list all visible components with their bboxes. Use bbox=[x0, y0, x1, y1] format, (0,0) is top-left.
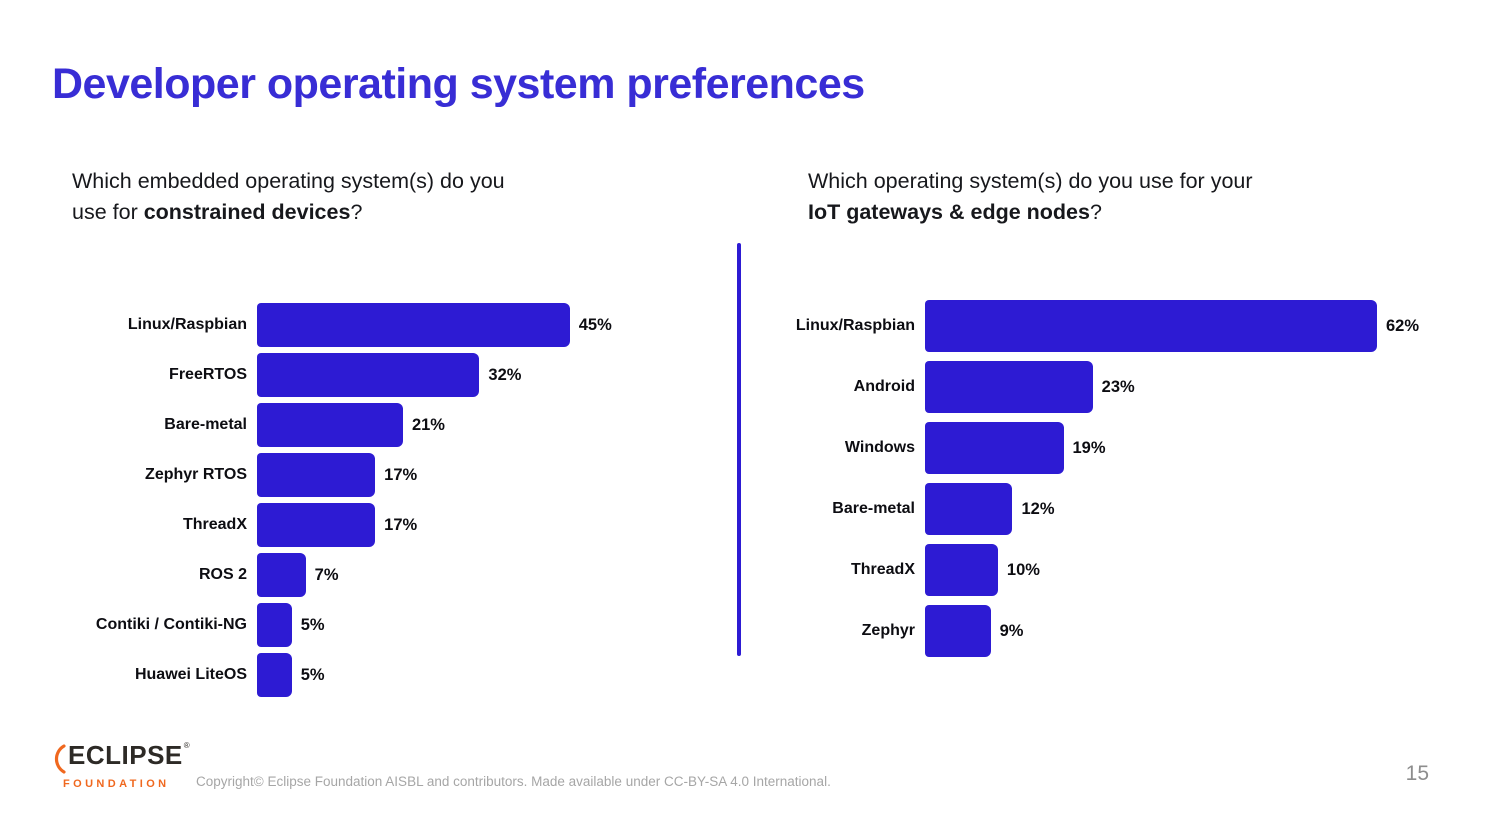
bar-row: Bare-metal 12% bbox=[745, 483, 1419, 535]
chart-divider bbox=[737, 243, 741, 656]
question-line2-bold: IoT gateways & edge nodes bbox=[808, 200, 1090, 224]
bar-label: Windows bbox=[844, 439, 915, 456]
logo-eclipse-text: ECLIPSE bbox=[68, 740, 183, 770]
question-line2-suffix: ? bbox=[1089, 200, 1102, 224]
bar-value: 5% bbox=[300, 615, 325, 634]
bar-value: 19% bbox=[1072, 438, 1106, 457]
bar-row: ROS 2 7% bbox=[72, 553, 612, 597]
bar bbox=[257, 653, 292, 697]
bar bbox=[257, 603, 292, 647]
bar-label: Bare-metal bbox=[164, 416, 247, 433]
question-line1: Which operating system(s) do you use for… bbox=[808, 169, 1253, 193]
bar bbox=[257, 553, 306, 597]
bar-value: 5% bbox=[300, 665, 325, 684]
bar-row: FreeRTOS 32% bbox=[72, 353, 612, 397]
bar-value: 45% bbox=[578, 315, 612, 334]
bar bbox=[257, 303, 570, 347]
question-line2-prefix: use for bbox=[72, 200, 144, 224]
bar bbox=[257, 453, 376, 497]
bar bbox=[257, 403, 403, 447]
bar-label: Zephyr RTOS bbox=[145, 466, 247, 483]
bar-value: 62% bbox=[1385, 316, 1419, 335]
bar-value: 12% bbox=[1021, 499, 1055, 518]
bar-row: Linux/Raspbian 62% bbox=[745, 300, 1419, 352]
question-line1: Which embedded operating system(s) do yo… bbox=[72, 169, 505, 193]
bar-value: 10% bbox=[1006, 560, 1040, 579]
copyright-text: Copyright© Eclipse Foundation AISBL and … bbox=[196, 774, 831, 789]
bar bbox=[925, 300, 1377, 352]
bar-value: 17% bbox=[384, 465, 418, 484]
bar-row: Huawei LiteOS 5% bbox=[72, 653, 612, 697]
logo-foundation-text: FOUNDATION bbox=[63, 778, 170, 790]
question-constrained-devices: Which embedded operating system(s) do yo… bbox=[72, 166, 672, 228]
bar-label: Linux/Raspbian bbox=[127, 316, 247, 333]
bar bbox=[925, 544, 998, 596]
question-line2-suffix: ? bbox=[350, 200, 363, 224]
bar-value: 17% bbox=[384, 515, 418, 534]
bar-row: ThreadX 17% bbox=[72, 503, 612, 547]
bar-value: 32% bbox=[488, 365, 522, 384]
bar-label: Huawei LiteOS bbox=[134, 666, 247, 683]
bar-label: Zephyr bbox=[861, 622, 915, 639]
bar-row: Zephyr RTOS 17% bbox=[72, 453, 612, 497]
bar-row: Linux/Raspbian 45% bbox=[72, 303, 612, 347]
bar bbox=[257, 353, 480, 397]
bar-label: Bare-metal bbox=[832, 500, 915, 517]
bar-row: Bare-metal 21% bbox=[72, 403, 612, 447]
bar-label: Android bbox=[853, 378, 915, 395]
chart-constrained-devices: Linux/Raspbian 45% FreeRTOS 32% Bare-metal 21… bbox=[72, 303, 612, 703]
eclipse-foundation-logo: ECLIPSE ® FOUNDATION bbox=[50, 742, 190, 790]
bar-label: Contiki / Contiki-NG bbox=[95, 616, 247, 633]
bar-label: ThreadX bbox=[182, 516, 247, 533]
bar-value: 7% bbox=[314, 565, 339, 584]
bar-row: Android 23% bbox=[745, 361, 1419, 413]
bar-value: 23% bbox=[1101, 377, 1135, 396]
bar-label: ROS 2 bbox=[198, 566, 247, 583]
page-number: 15 bbox=[1405, 762, 1429, 785]
bar bbox=[925, 483, 1013, 535]
bar bbox=[925, 605, 991, 657]
bar bbox=[257, 503, 376, 547]
bar-row: Windows 19% bbox=[745, 422, 1419, 474]
bar-value: 21% bbox=[411, 415, 445, 434]
bar-row: Zephyr 9% bbox=[745, 605, 1419, 657]
bar bbox=[925, 361, 1093, 413]
bar-row: Contiki / Contiki-NG 5% bbox=[72, 603, 612, 647]
logo-registered-mark: ® bbox=[183, 741, 190, 750]
bar bbox=[925, 422, 1064, 474]
question-gateways-edge: Which operating system(s) do you use for… bbox=[808, 166, 1428, 228]
page-title: Developer operating system preferences bbox=[52, 60, 865, 108]
bar-value: 9% bbox=[999, 621, 1024, 640]
bar-label: FreeRTOS bbox=[169, 366, 247, 383]
chart-gateways-edge: Linux/Raspbian 62% Android 23% Windows 19% Bar… bbox=[745, 300, 1419, 666]
bar-row: ThreadX 10% bbox=[745, 544, 1419, 596]
eclipse-arc-icon bbox=[54, 744, 66, 774]
bar-label: ThreadX bbox=[850, 561, 915, 578]
bar-label: Linux/Raspbian bbox=[795, 317, 915, 334]
question-line2-bold: constrained devices bbox=[143, 200, 351, 224]
logo-top-row: ECLIPSE ® bbox=[50, 742, 190, 775]
